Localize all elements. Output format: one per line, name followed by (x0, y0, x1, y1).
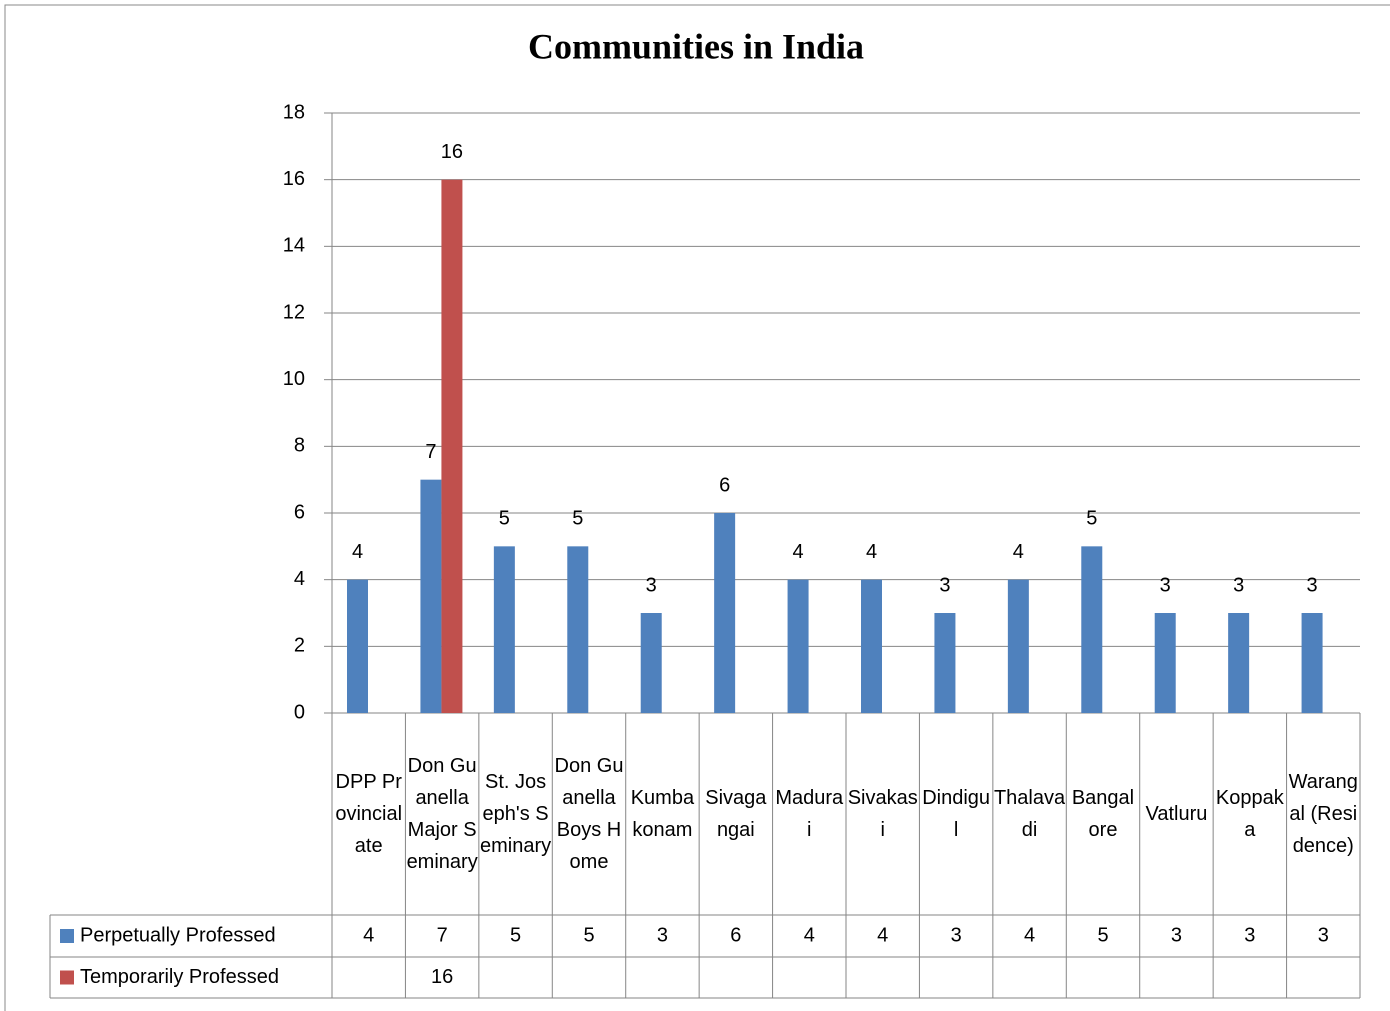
legend-key (60, 970, 74, 985)
y-tick-label: 8 (294, 435, 305, 457)
data-label: 6 (719, 474, 730, 496)
x-tick-label: Bangalore (1071, 787, 1135, 841)
table-value: 6 (730, 924, 741, 946)
x-tick-label-box: Sivakasi (847, 787, 918, 841)
data-label: 4 (866, 541, 877, 563)
y-tick-label: 0 (294, 701, 305, 723)
bar (567, 546, 589, 713)
bar (1007, 579, 1029, 713)
y-tick-label: 6 (294, 501, 305, 523)
table-value: 7 (437, 924, 448, 946)
table-value: 16 (431, 966, 453, 988)
x-tick-label: Vatluru (1145, 803, 1208, 825)
table-value: 3 (657, 924, 668, 946)
data-label: 4 (793, 541, 804, 563)
x-tick-label-box: Warangal (Residence) (1288, 771, 1358, 857)
x-tick-label: St. Joseph's Seminary (479, 771, 552, 857)
table-value: 5 (510, 924, 521, 946)
x-tick-label-box: Vatluru (1145, 803, 1208, 825)
table-value: 3 (1318, 924, 1329, 946)
bar (420, 479, 442, 713)
bar (934, 613, 956, 713)
y-tick-label: 2 (294, 635, 305, 657)
table-value: 4 (363, 924, 374, 946)
y-tick-label: 14 (283, 235, 305, 257)
table-value: 3 (1171, 924, 1182, 946)
bar (441, 179, 463, 713)
bar (1228, 613, 1250, 713)
table-value: 5 (583, 924, 594, 946)
x-tick-label-box: Don Guanella Boys Home (554, 755, 624, 873)
x-tick-label: Don Guanella Major Seminary (406, 755, 478, 873)
bar (787, 579, 809, 713)
bar (493, 546, 515, 713)
y-tick-label: 10 (283, 368, 305, 390)
x-tick-label-box: Koppaka (1215, 787, 1284, 841)
data-label: 3 (646, 574, 657, 596)
y-tick-label: 16 (283, 168, 305, 190)
x-tick-label-box: Kumbakonam (630, 787, 695, 841)
x-tick-label: Koppaka (1215, 787, 1284, 841)
legend-label: Temporarily Professed (80, 966, 279, 988)
bar (1301, 613, 1323, 713)
data-label: 7 (425, 441, 436, 463)
table-value: 5 (1097, 924, 1108, 946)
data-label: 3 (939, 574, 950, 596)
table-value: 3 (951, 924, 962, 946)
x-tick-label: Warangal (Residence) (1288, 771, 1358, 857)
x-tick-label-box: Don Guanella Major Seminary (406, 755, 478, 873)
x-tick-label: Thalavadi (993, 787, 1066, 841)
x-tick-label-box: Thalavadi (993, 787, 1066, 841)
data-label: 3 (1233, 574, 1244, 596)
bar (1081, 546, 1103, 713)
data-label: 4 (352, 541, 363, 563)
table-value: 4 (1024, 924, 1035, 946)
data-label: 5 (1086, 508, 1097, 530)
x-tick-label-box: Madurai (775, 787, 844, 841)
data-label: 5 (572, 508, 583, 530)
chart-title: Communities in India (528, 26, 864, 66)
bar (640, 613, 662, 713)
data-label: 16 (441, 141, 463, 163)
x-tick-label: Sivakasi (847, 787, 918, 841)
y-tick-label: 4 (294, 568, 305, 590)
bar (861, 579, 882, 713)
x-tick-label-box: Bangalore (1071, 787, 1135, 841)
data-label: 4 (1013, 541, 1024, 563)
y-tick-label: 18 (283, 101, 305, 123)
x-tick-label-box: DPP Provincialate (335, 771, 403, 857)
legend-label: Perpetually Professed (80, 924, 276, 946)
data-label: 3 (1307, 574, 1318, 596)
table-value: 4 (877, 924, 888, 946)
x-tick-label: Madurai (775, 787, 844, 841)
data-label: 3 (1160, 574, 1171, 596)
x-tick-label-box: Dindigul (922, 787, 991, 841)
table-value: 4 (804, 924, 815, 946)
x-tick-label: DPP Provincialate (335, 771, 403, 857)
y-tick-label: 12 (283, 301, 305, 323)
chart-border (4, 4, 1390, 1011)
bar (714, 513, 736, 713)
x-tick-label-box: St. Joseph's Seminary (479, 771, 552, 857)
x-tick-label-box: Sivagangai (705, 787, 767, 841)
table-value: 3 (1244, 924, 1255, 946)
x-tick-label: Don Guanella Boys Home (554, 755, 624, 873)
data-label: 5 (499, 508, 510, 530)
bar (347, 579, 368, 713)
bar (1154, 613, 1176, 713)
x-tick-label: Sivagangai (705, 787, 767, 841)
legend-key (60, 929, 74, 943)
x-tick-label: Dindigul (922, 787, 991, 841)
x-tick-label: Kumbakonam (630, 787, 695, 841)
